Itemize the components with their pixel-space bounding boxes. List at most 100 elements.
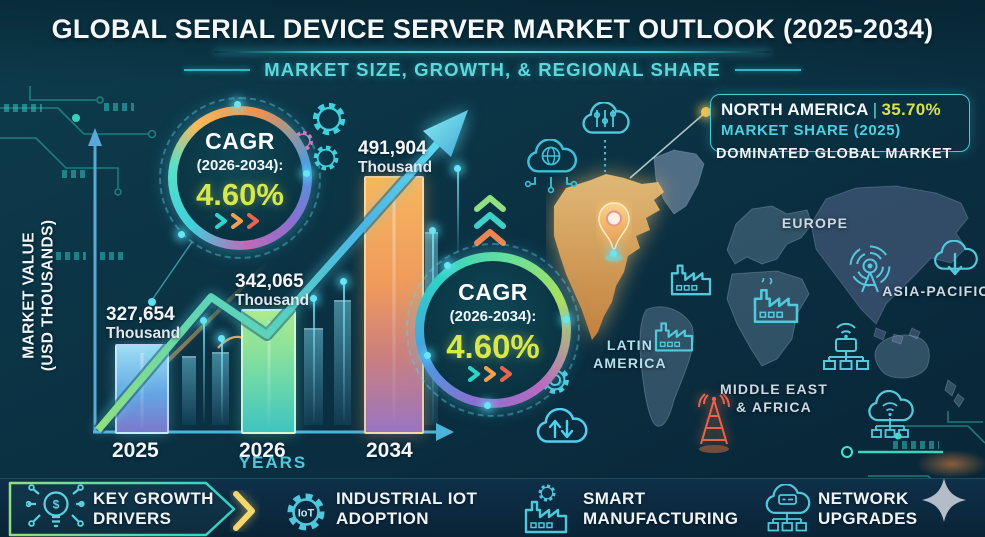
badge-outer-arc [406,243,580,417]
glow-dot [429,227,436,234]
region-label-latin-america: LATIN AMERICA [590,336,670,372]
callout-share-value: 35.70% [881,100,941,119]
map-asia [810,185,969,325]
tick-2034: 2034 [366,439,413,462]
badge-ring-dot [563,316,570,323]
value-label-2025: 327,654 Thousand [106,304,180,343]
badge-ring-dot [303,170,310,177]
callout-connector-line [629,111,707,179]
tick-2026: 2026 [239,439,286,462]
badge-ring-dot [484,402,491,409]
badge-ring-dot [234,101,241,108]
footer-item-key-growth-drivers: KEY GROWTH DRIVERS [93,489,214,529]
map-new-zealand [944,379,965,408]
subtitle-right-line [734,69,801,71]
badge-ring-dot [444,262,451,269]
title-underline-glow [215,51,770,53]
cloud-wifi-icon [868,390,914,438]
badge-ring-dot [424,352,431,359]
map-europe [726,205,813,265]
footer-band [0,478,985,537]
bar-highlight [140,352,144,429]
cloud-globe-icon [524,139,578,194]
factory-icon [753,278,799,324]
map-se-asia-islands [873,327,921,345]
y-axis-arrow [88,128,102,146]
footer-label-line2: DRIVERS [93,509,172,529]
badge-ring-dot [178,231,185,238]
iot-gear-text: IoT [298,508,315,520]
circuit-dashes [56,252,86,260]
bar-highlight [392,198,396,422]
callout-note: DOMINATED GLOBAL MARKET [716,146,953,162]
y-axis-title-line1: MARKET VALUE [20,231,38,359]
glow-dot [218,335,225,342]
callout-region: NORTH AMERICA [721,100,869,119]
bar-2025 [115,344,169,434]
decorative-bar [182,356,196,425]
glow-line [203,322,205,422]
callout-line1: NORTH AMERICA | 35.70% [721,100,959,120]
north-america-callout: NORTH AMERICA | 35.70% MARKET SHARE (2025) [710,94,970,152]
title-band-shade [0,0,985,86]
circuit-dashes [62,170,88,178]
footer-item-smart-manufacturing: SMART MANUFACTURING [583,489,738,529]
chevron-up-stack-icon [474,195,506,246]
map-africa [726,270,810,367]
callout-share-label: MARKET SHARE (2025) [721,122,901,139]
bulb-dollar-text: $ [53,498,60,512]
factory-icon [670,264,712,296]
factory-gear-icon [524,484,568,534]
region-mea-line1: MIDDLE EAST [719,381,829,397]
callout-anchor-dot [701,107,711,117]
value-2034: 491,904 [358,138,427,159]
footer-label-line1: KEY GROWTH [93,489,214,508]
chevron-right-icon [233,491,255,531]
subtitle-left-line [184,69,251,71]
cloud-sync-icon [536,408,588,443]
radio-tower-icon [697,393,731,453]
lightbulb-circuit-icon: $ [26,484,85,528]
pin-glow-dot [610,250,617,257]
region-asia-pacific-text: ASIA-PACIFIC [882,283,985,299]
x-axis-arrow [436,423,454,441]
circuit-dashes [4,104,42,112]
value-label-2026: 342,065 Thousand [235,271,309,310]
unit-2026: Thousand [235,292,310,310]
region-europe-text: EUROPE [781,215,849,231]
glow-dot [454,165,461,172]
location-pin-icon [598,202,630,262]
region-label-europe: EUROPE [770,214,860,232]
glow-dot [340,278,347,285]
footer-label-line1: INDUSTRIAL IOT [336,489,478,508]
key-growth-drivers-box [8,481,236,537]
footer-label-line2: ADOPTION [336,509,429,529]
region-label-asia-pacific: ASIA-PACIFIC [880,282,985,300]
cagr-badge-1: CAGR (2026-2034): 4.60% [159,97,321,259]
circuit-dashes [104,103,134,111]
subtitle-row: MARKET SIZE, GROWTH, & REGIONAL SHARE [0,59,985,81]
glow-dot [310,295,317,302]
footer-label-line1: SMART [583,489,646,508]
region-latin-line2: AMERICA [593,355,667,372]
page-title: GLOBAL SERIAL DEVICE SERVER MARKET OUTLO… [51,14,934,44]
unit-2025: Thousand [106,325,181,343]
sparkle-star-icon [922,478,966,522]
bar-highlight [267,320,270,428]
cloud-network-icon [765,484,811,532]
y-axis-title-line2: (USD THOUSANDS) [40,219,57,372]
region-label-middle-east-africa: MIDDLE EAST & AFRICA [718,380,830,416]
glow-line [313,300,315,422]
iot-gear-icon: IoT [280,487,332,537]
tick-2025: 2025 [112,439,159,462]
circuit-dashes [893,441,939,449]
cloud-sliders-icon [582,102,630,172]
footer-item-network-upgrades: NETWORK UPGRADES [818,489,918,529]
callout-separator: | [872,100,878,119]
server-network-icon [823,322,869,370]
footer-label-line1: NETWORK [818,489,909,508]
glow-line [221,340,223,422]
unit-2034: Thousand [358,159,433,177]
glow-line [343,283,345,422]
